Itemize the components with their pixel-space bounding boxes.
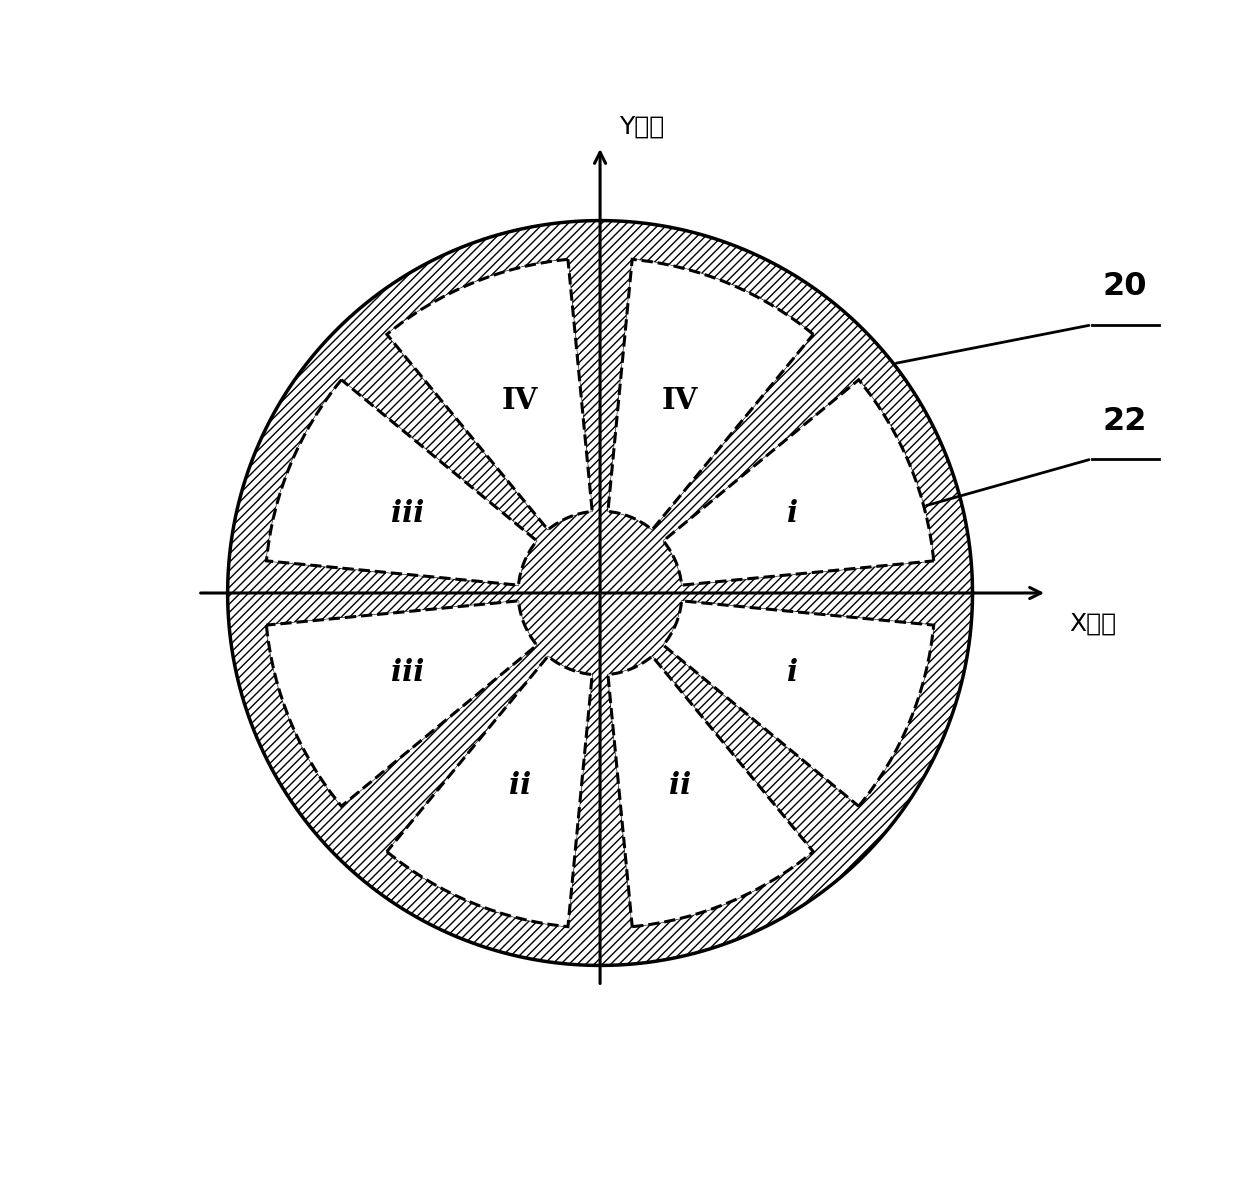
Wedge shape	[387, 656, 593, 926]
Wedge shape	[608, 656, 814, 926]
Text: 22: 22	[1103, 406, 1148, 436]
Wedge shape	[608, 260, 814, 530]
Text: X方向: X方向	[1069, 612, 1117, 636]
Text: ii: ii	[668, 771, 691, 801]
Wedge shape	[266, 601, 536, 806]
Wedge shape	[266, 601, 536, 806]
Text: IV: IV	[662, 385, 698, 415]
Wedge shape	[387, 260, 593, 530]
Wedge shape	[387, 656, 593, 926]
Text: i: i	[788, 658, 799, 688]
Wedge shape	[266, 380, 536, 585]
Text: i: i	[788, 498, 799, 528]
Wedge shape	[663, 601, 933, 806]
Wedge shape	[608, 260, 814, 530]
Text: IV: IV	[502, 385, 539, 415]
Wedge shape	[387, 260, 593, 530]
Wedge shape	[663, 380, 933, 585]
Wedge shape	[608, 656, 814, 926]
Text: 20: 20	[1103, 272, 1148, 302]
Text: iii: iii	[391, 498, 425, 528]
Text: iii: iii	[391, 658, 425, 688]
Wedge shape	[663, 601, 933, 806]
Polygon shape	[227, 221, 972, 965]
Wedge shape	[663, 380, 933, 585]
Text: ii: ii	[509, 771, 531, 801]
Text: Y方向: Y方向	[619, 115, 664, 139]
Wedge shape	[266, 380, 536, 585]
